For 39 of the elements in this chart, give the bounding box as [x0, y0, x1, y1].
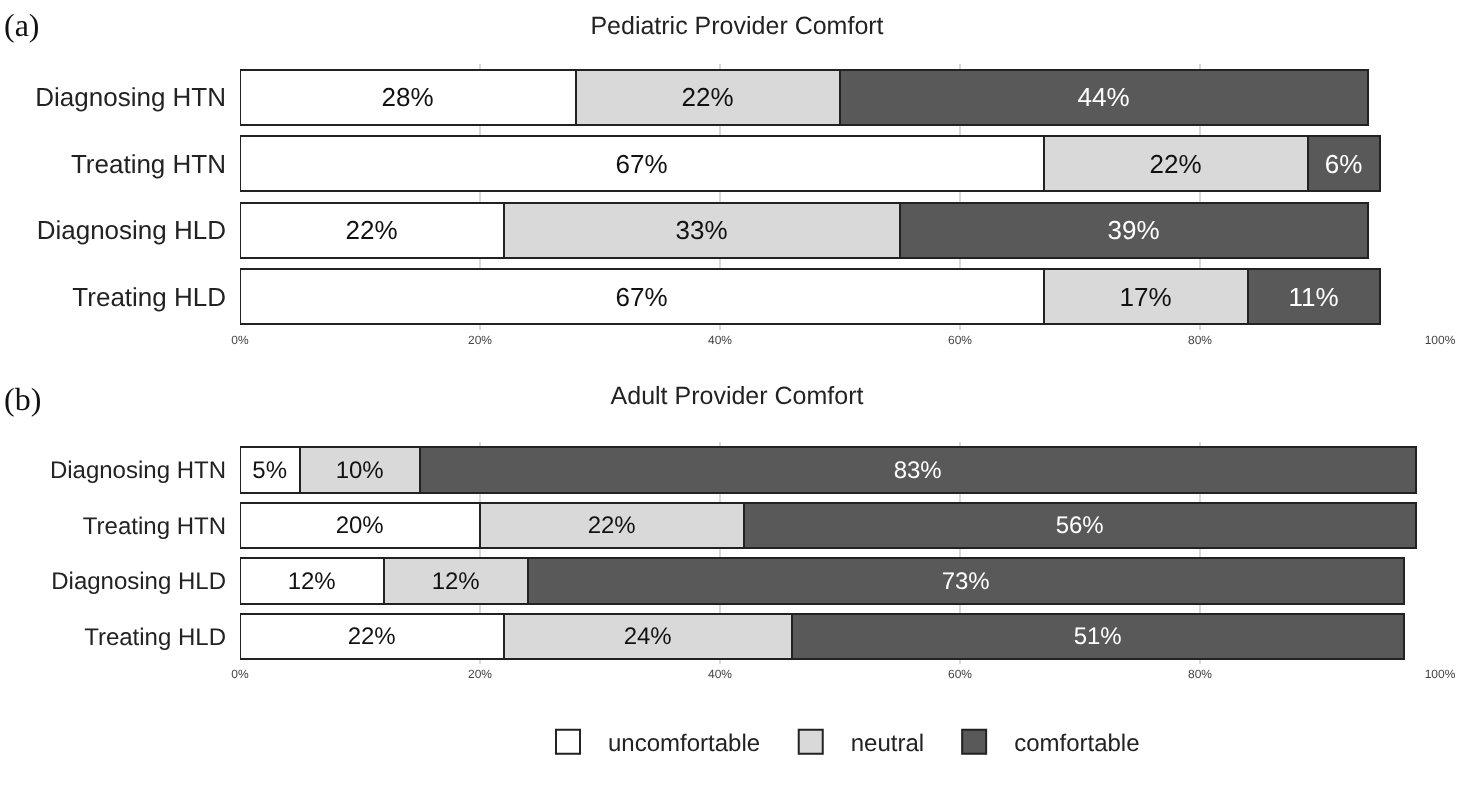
- data-label: 10%: [335, 455, 385, 484]
- y-tick-label: Treating HTN: [70, 148, 226, 179]
- legend-label: neutral: [850, 729, 925, 758]
- y-tick-label: Diagnosing HTN: [35, 82, 226, 113]
- data-label: 39%: [1107, 215, 1161, 246]
- data-label: 28%: [381, 82, 435, 113]
- data-label: 67%: [615, 148, 669, 179]
- data-label: 22%: [345, 215, 399, 246]
- data-label: 22%: [1149, 148, 1203, 179]
- y-tick-label: Diagnosing HTN: [49, 456, 226, 485]
- data-label: 56%: [1055, 511, 1105, 540]
- y-tick-label: Treating HLD: [72, 281, 226, 312]
- data-label: 44%: [1077, 82, 1131, 113]
- data-label: 83%: [893, 455, 943, 484]
- data-label: 22%: [587, 511, 637, 540]
- text: (a): [4, 10, 40, 44]
- data-label: 12%: [287, 566, 337, 595]
- data-label: 12%: [431, 566, 481, 595]
- y-tick-label: Diagnosing HLD: [36, 215, 226, 246]
- y-tick-label: Treating HTN: [82, 511, 226, 540]
- y-tick-label: Treating HLD: [84, 622, 227, 651]
- data-label: 11%: [1288, 281, 1340, 312]
- chart-title: Adult Provider Comfort: [610, 381, 865, 410]
- data-label: 73%: [941, 566, 991, 595]
- legend-label: comfortable: [1014, 729, 1141, 758]
- data-label: 22%: [681, 82, 735, 113]
- data-label: 51%: [1073, 622, 1123, 651]
- data-label: 24%: [623, 622, 673, 651]
- data-label: 20%: [335, 511, 385, 540]
- data-label: 33%: [675, 215, 729, 246]
- data-label: 6%: [1324, 148, 1364, 179]
- data-label: 5%: [252, 455, 288, 484]
- data-label: 67%: [615, 281, 669, 312]
- data-label: 22%: [347, 622, 397, 651]
- data-label: 17%: [1119, 281, 1173, 312]
- chart-title: Pediatric Provider Comfort: [590, 11, 885, 40]
- y-tick-label: Diagnosing HLD: [51, 567, 227, 596]
- legend-label: uncomfortable: [608, 729, 761, 758]
- text: (b): [4, 384, 42, 418]
